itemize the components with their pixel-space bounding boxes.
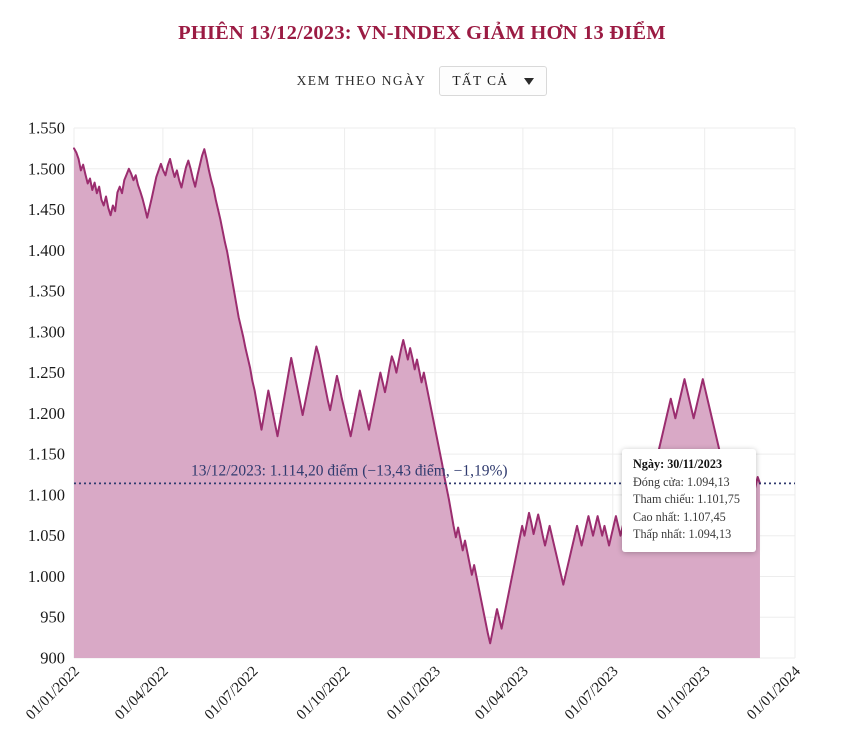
series-area-fill xyxy=(74,148,760,658)
tooltip-reference: Tham chiếu: 1.101,75 xyxy=(633,492,740,507)
date-range-dropdown[interactable]: TẤT CẢ xyxy=(439,66,548,96)
y-axis-tick-label: 950 xyxy=(40,608,65,627)
tooltip-date: Ngày: 30/11/2023 xyxy=(633,457,723,471)
x-axis-tick-label: 01/07/2023 xyxy=(562,664,622,724)
filter-label: XEM THEO NGÀY xyxy=(296,73,427,88)
tooltip-close: Đóng cửa: 1.094,13 xyxy=(633,475,730,489)
x-axis-tick-label: 01/01/2023 xyxy=(384,664,444,724)
y-axis-tick-label: 1.350 xyxy=(28,282,65,301)
y-axis-tick-label: 1.500 xyxy=(28,159,65,178)
chart-tooltip: Ngày: 30/11/2023 Đóng cửa: 1.094,13 Tham… xyxy=(622,449,756,553)
x-axis-tick-label: 01/01/2022 xyxy=(23,664,83,724)
y-axis-tick-label: 1.050 xyxy=(28,526,65,545)
filter-bar: XEM THEO NGÀY TẤT CẢ xyxy=(0,66,844,96)
vnindex-area-chart[interactable]: 900 950 1.000 1.050 1.100 1.150 1.200 1.250 1.30… xyxy=(0,108,844,753)
y-axis-tick-label: 1.300 xyxy=(28,322,65,341)
tooltip-low: Thấp nhất: 1.094,13 xyxy=(633,526,732,541)
tooltip-high: Cao nhất: 1.107,45 xyxy=(633,509,726,524)
x-axis-tick-label: 01/04/2023 xyxy=(472,664,532,724)
y-axis-tick-label: 1.550 xyxy=(28,119,65,138)
page-title: PHIÊN 13/12/2023: VN-INDEX GIẢM HƠN 13 Đ… xyxy=(178,22,666,44)
x-axis-tick-label: 01/10/2023 xyxy=(654,664,714,724)
y-axis-tick-label: 1.150 xyxy=(28,445,65,464)
x-axis-tick-label: 01/10/2022 xyxy=(294,664,354,724)
y-axis-tick-label: 1.100 xyxy=(28,485,65,504)
reference-annotation: 13/12/2023: 1.114,20 điểm (−13,43 điểm, … xyxy=(191,462,508,479)
y-axis-tick-label: 1.000 xyxy=(28,567,65,586)
chevron-down-icon xyxy=(524,77,535,85)
x-axis-tick-label: 01/04/2022 xyxy=(112,664,172,724)
x-axis-tick-label: 01/01/2024 xyxy=(744,663,804,723)
y-axis-tick-label: 1.400 xyxy=(28,241,65,260)
y-axis-tick-label: 1.450 xyxy=(28,200,65,219)
y-axis-tick-label: 1.200 xyxy=(28,404,65,423)
x-axis-tick-label: 01/07/2022 xyxy=(202,664,262,724)
y-axis-tick-label: 900 xyxy=(40,649,65,668)
y-axis-tick-label: 1.250 xyxy=(28,363,65,382)
chart-svg: 900 950 1.000 1.050 1.100 1.150 1.200 1.250 1.30… xyxy=(23,119,804,724)
date-range-value: TẤT CẢ xyxy=(452,73,509,88)
